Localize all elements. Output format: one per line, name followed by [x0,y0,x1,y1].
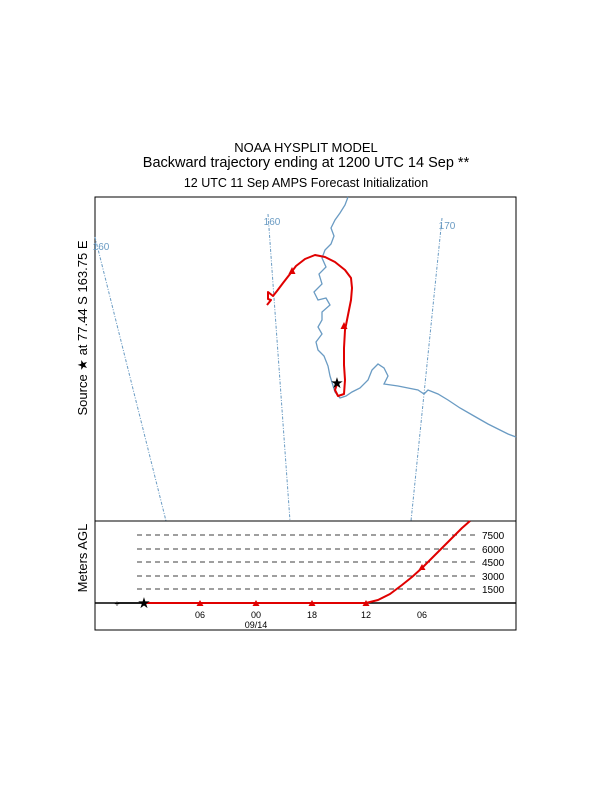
source-star-icon: ★ [330,375,343,392]
meridian-label: 160 [93,242,110,253]
meridian-label: 160 [264,217,281,228]
height-tick-label: 7500 [482,531,505,542]
coastline [313,196,517,438]
trajectory-path [266,254,353,397]
height-tick-label: 1500 [482,585,505,596]
height-tick-label: 6000 [482,545,505,556]
date-label: 09/14 [245,620,268,630]
profile-panel-frame [94,520,517,631]
time-tick-label: 18 [307,610,317,620]
meridian-line [94,236,167,522]
time-tick-label: 06 [195,610,205,620]
profile-marker [252,600,260,606]
profile-start-tick-icon: + [114,599,119,609]
height-tick-label: 4500 [482,558,505,569]
meridian-line [410,217,443,522]
chart-initialization-label: 12 UTC 11 Sep AMPS Forecast Initializati… [183,176,429,190]
profile-marker [362,600,370,606]
trajectory-marker [288,267,296,274]
profile-source-star-icon: ★ [137,595,150,612]
meridian-line [267,213,291,522]
map-panel-frame [94,196,517,522]
profile-y-axis-label: Meters AGL [75,524,90,593]
trajectory-marker [340,322,348,329]
chart-subtitle: Backward trajectory ending at 1200 UTC 1… [142,155,470,171]
height-tick-label: 3000 [482,572,505,583]
meridian-label: 170 [439,221,456,232]
source-label: Source ★ at 77.44 S 163.75 E [75,240,90,415]
profile-marker [308,600,316,606]
time-tick-label: 12 [361,610,371,620]
chart-title: NOAA HYSPLIT MODEL [234,140,378,155]
profile-marker [196,600,204,606]
time-tick-label: 00 [251,610,261,620]
profile-trajectory-path [144,520,471,604]
time-tick-label: 06 [417,610,427,620]
profile-marker [418,564,426,570]
